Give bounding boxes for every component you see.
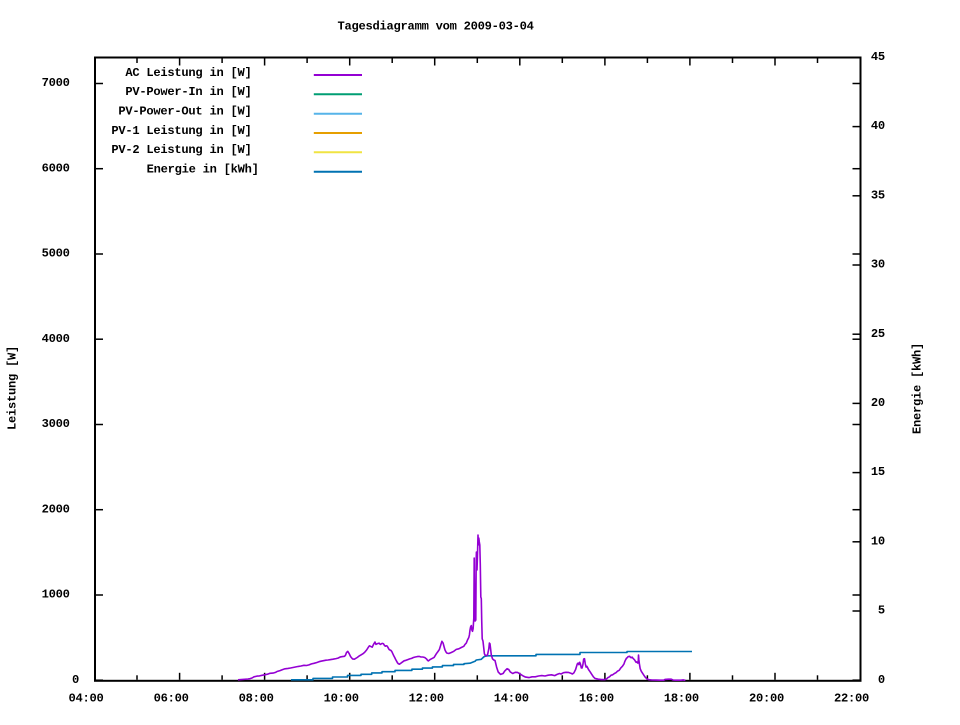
svg-text:6000: 6000 xyxy=(42,161,70,175)
svg-text:PV-Power-In in [W]: PV-Power-In in [W] xyxy=(125,85,251,99)
svg-text:14:00: 14:00 xyxy=(494,692,529,706)
svg-text:30: 30 xyxy=(871,258,885,272)
svg-text:04:00: 04:00 xyxy=(68,692,103,706)
svg-text:08:00: 08:00 xyxy=(239,692,274,706)
svg-text:PV-1 Leistung in [W]: PV-1 Leistung in [W] xyxy=(111,124,251,138)
svg-text:1000: 1000 xyxy=(42,588,70,602)
svg-text:25: 25 xyxy=(871,327,885,341)
svg-text:0: 0 xyxy=(72,673,79,687)
svg-text:Energie in [kWh]: Energie in [kWh] xyxy=(147,163,259,177)
svg-text:20:00: 20:00 xyxy=(749,692,784,706)
svg-text:16:00: 16:00 xyxy=(579,692,614,706)
svg-text:2000: 2000 xyxy=(42,502,70,516)
svg-text:15: 15 xyxy=(871,465,885,479)
svg-text:35: 35 xyxy=(871,188,885,202)
svg-text:12:00: 12:00 xyxy=(409,692,444,706)
svg-text:4000: 4000 xyxy=(42,332,70,346)
svg-text:5: 5 xyxy=(878,604,885,618)
svg-text:40: 40 xyxy=(871,119,885,133)
svg-text:Energie [kWh]: Energie [kWh] xyxy=(910,343,924,434)
svg-text:PV-2 Leistung in [W]: PV-2 Leistung in [W] xyxy=(111,143,251,157)
svg-text:7000: 7000 xyxy=(42,76,70,90)
svg-text:5000: 5000 xyxy=(42,247,70,261)
svg-text:18:00: 18:00 xyxy=(664,692,699,706)
svg-text:PV-Power-Out in [W]: PV-Power-Out in [W] xyxy=(118,105,251,119)
svg-text:10:00: 10:00 xyxy=(324,692,359,706)
svg-text:Tagesdiagramm vom 2009-03-04: Tagesdiagramm vom 2009-03-04 xyxy=(337,20,533,34)
svg-text:0: 0 xyxy=(878,673,885,687)
svg-text:06:00: 06:00 xyxy=(154,692,189,706)
svg-text:22:00: 22:00 xyxy=(834,692,869,706)
svg-text:3000: 3000 xyxy=(42,417,70,431)
svg-text:20: 20 xyxy=(871,396,885,410)
svg-text:AC Leistung in [W]: AC Leistung in [W] xyxy=(125,66,251,80)
svg-text:10: 10 xyxy=(871,534,885,548)
svg-text:45: 45 xyxy=(871,50,885,64)
svg-text:Leistung [W]: Leistung [W] xyxy=(6,346,20,430)
